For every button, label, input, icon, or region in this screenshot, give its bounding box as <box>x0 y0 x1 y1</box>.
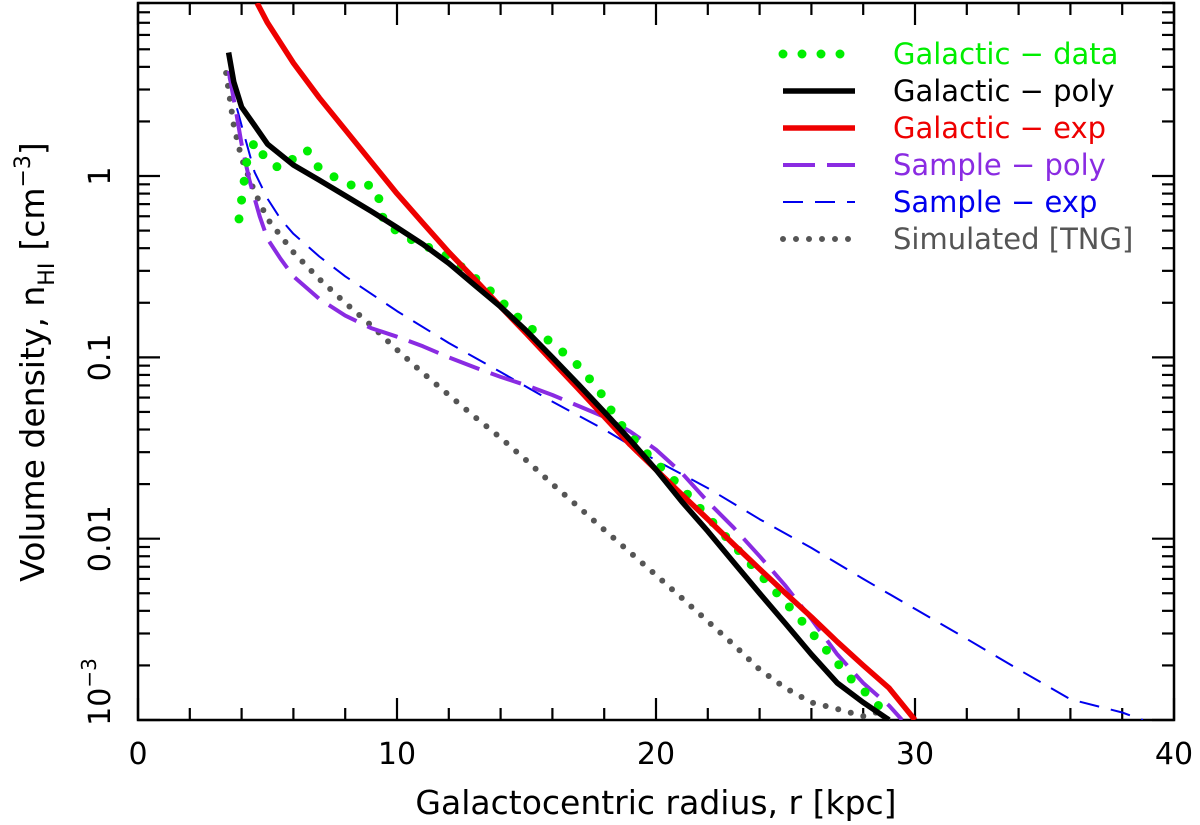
y-tick-label: 0.01 <box>83 505 118 572</box>
series-line-3 <box>226 70 904 720</box>
legend-label-3: Sample − poly <box>893 148 1106 182</box>
y-tick-power-exponent: −3 <box>77 658 101 687</box>
x-tick-label: 40 <box>1155 737 1193 772</box>
y-tick-power-base: 10 <box>83 688 118 726</box>
x-tick-label: 30 <box>896 737 934 772</box>
y-axis-label-unit-open: [cm <box>13 187 52 250</box>
y-tick-label: 0.1 <box>83 333 118 381</box>
x-tick-label: 0 <box>128 737 147 772</box>
legend-label-4: Sample − exp <box>893 185 1097 219</box>
x-axis-label: Galactocentric radius, r [kpc] <box>415 783 896 822</box>
legend-label-0: Galactic − data <box>893 37 1118 71</box>
y-axis-label-subscript: HI <box>35 263 60 286</box>
series-line-5 <box>223 70 893 720</box>
series-line-4 <box>227 77 1144 720</box>
legend-label-5: Simulated [TNG] <box>893 222 1133 256</box>
legend-label-1: Galactic − poly <box>893 74 1115 108</box>
y-tick-label-power: 10−3 <box>77 658 118 726</box>
x-tick-label: 10 <box>378 737 416 772</box>
y-axis-label-superscript: −3 <box>11 155 36 187</box>
series-layer <box>223 3 1144 720</box>
y-axis-label-prefix: Volume density, n <box>13 286 52 582</box>
y-tick-label: 1 <box>83 166 118 185</box>
axis-ticks <box>136 1 1176 722</box>
x-tick-label: 20 <box>637 737 675 772</box>
series-line-1 <box>225 52 891 720</box>
y-axis-label: Volume density, nHI [cm−3] <box>11 142 60 582</box>
y-axis-label-unit-close: ] <box>13 142 52 155</box>
legend-label-2: Galactic − exp <box>893 111 1106 145</box>
series-line-2 <box>254 3 918 720</box>
